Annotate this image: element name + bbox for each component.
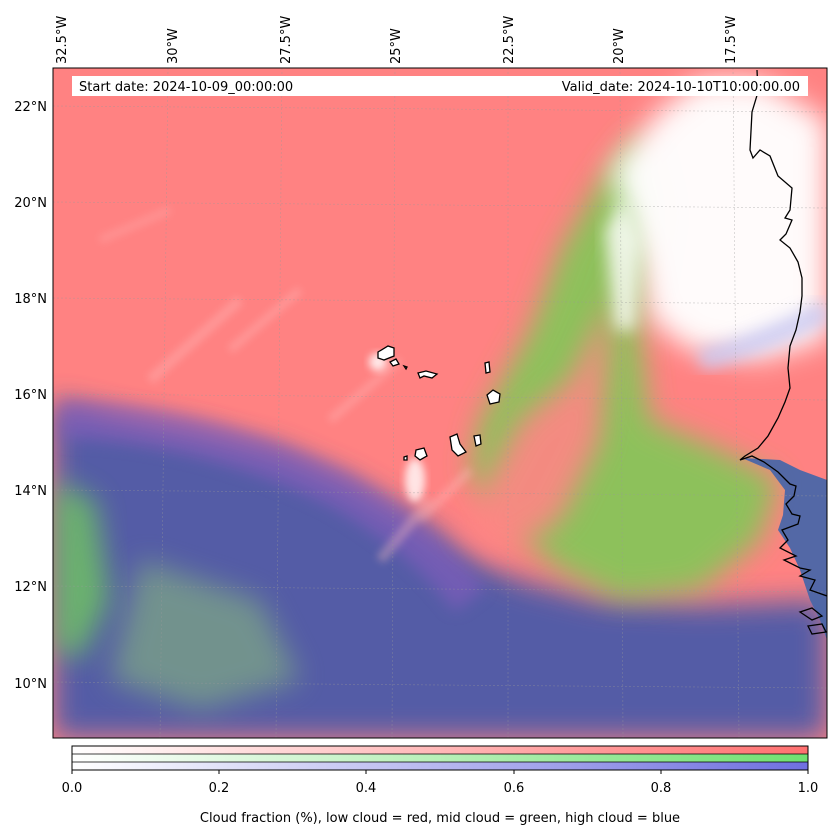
longitude-label: 22.5°W [502, 16, 517, 64]
latitude-label: 20°N [14, 196, 47, 211]
island-boa-vista [486, 389, 501, 405]
gridlines [53, 68, 827, 738]
island-brava [403, 455, 408, 461]
map-frame [52, 67, 828, 739]
cloud-bright-spot [405, 458, 425, 502]
latitude-label: 22°N [14, 100, 47, 115]
colorbar-low-cloud [72, 746, 808, 754]
island-santo-antao [377, 345, 395, 361]
colorbar-ticks [71, 770, 809, 774]
colorbar-high-cloud [72, 762, 808, 770]
clear-sky-region [610, 80, 827, 360]
longitude-axis: 32.5°W 30°W 27.5°W 25°W 22.5°W 20°W 17.5… [55, 16, 739, 64]
low-cloud-tongue [460, 220, 620, 560]
island-fogo [414, 447, 428, 461]
cape-verde-islands [377, 345, 501, 461]
longitude-label: 27.5°W [279, 16, 294, 64]
latitude-label: 18°N [14, 292, 47, 307]
island-sao-nicolau [417, 370, 439, 379]
cloud-field [53, 68, 827, 738]
latitude-label: 10°N [14, 677, 47, 692]
africa-coastline [798, 607, 827, 635]
colorbar-tick-label: 0.2 [209, 781, 230, 796]
header-box [72, 76, 808, 96]
island-santa-luzia [402, 364, 408, 371]
colorbar-tick-label: 0.4 [356, 781, 377, 796]
island-maio [473, 434, 482, 447]
colorbar-tick-label: 0.8 [651, 781, 672, 796]
colorbar-frame [71, 745, 809, 771]
longitude-label: 20°W [612, 28, 627, 64]
longitude-label: 30°W [166, 28, 181, 64]
latitude-label: 16°N [14, 388, 47, 403]
valid-date-label: Valid_date: 2024-10-10T10:00:00.00 [562, 80, 800, 95]
island-santiago [449, 433, 467, 457]
island-sao-vicente [389, 358, 400, 367]
colorbar-tick-label: 0.0 [62, 781, 83, 796]
colorbar-mid-cloud [72, 754, 808, 762]
colorbar-tick-label: 1.0 [798, 781, 819, 796]
colorbar: 0.0 0.2 0.4 0.6 0.8 1.0 Cloud fraction (… [62, 745, 819, 826]
clear-sky-lavender-edge [697, 300, 827, 371]
colorbar-label: Cloud fraction (%), low cloud = red, mid… [200, 811, 680, 826]
longitude-label: 17.5°W [724, 16, 739, 64]
island-sal [484, 361, 491, 374]
high-cloud-purple-arc [59, 401, 486, 612]
clear-sky-tongue [605, 200, 640, 330]
mid-cloud-west [53, 480, 110, 660]
longitude-label: 32.5°W [55, 16, 70, 64]
cloud-streaks [98, 206, 473, 564]
start-date-label: Start date: 2024-10-09_00:00:00 [79, 80, 293, 95]
latitude-label: 12°N [14, 580, 47, 595]
mid-cloud-south [110, 560, 300, 710]
colorbar-tick-label: 0.6 [504, 781, 525, 796]
africa-land [742, 458, 827, 640]
longitude-label: 25°W [389, 28, 404, 64]
latitude-axis: 22°N 20°N 18°N 16°N 14°N 12°N 10°N [14, 100, 47, 692]
latitude-label: 14°N [14, 484, 47, 499]
africa-coastline [739, 69, 827, 597]
